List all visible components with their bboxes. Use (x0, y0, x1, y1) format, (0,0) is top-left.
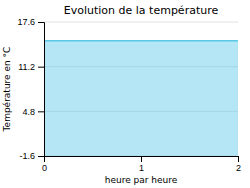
axis-line (45, 157, 239, 163)
tick-mark (38, 22, 44, 23)
tick: 1 (139, 156, 144, 173)
tick: 0 (42, 156, 47, 173)
tick-label: 2 (236, 163, 241, 173)
tick: 17.6 (17, 17, 44, 27)
tick-label: 4.8 (22, 107, 35, 117)
y-axis: -1.6 4.8 11.2 17.6 (17, 17, 44, 161)
tick-label: -1.6 (19, 151, 35, 161)
chart: 0 1 2 -1.6 4.8 11.2 17.6 Evolution de la tempér… (0, 0, 250, 188)
plot: 0 1 2 -1.6 4.8 11.2 17.6 (17, 17, 241, 173)
x-axis-title: heure par heure (105, 175, 178, 185)
grid (44, 22, 238, 156)
tick: 4.8 (22, 107, 44, 117)
x-axis: 0 1 2 (42, 156, 241, 173)
title: Evolution de la température (64, 4, 219, 17)
area (44, 41, 238, 156)
tick: 11.2 (18, 62, 44, 72)
tick-label: 1 (139, 163, 144, 173)
tick-label: 0 (42, 163, 47, 173)
tick-mark (38, 67, 44, 68)
axis-line (38, 23, 45, 157)
tick-mark (38, 156, 44, 157)
grid-line (44, 22, 238, 23)
tick: -1.6 (19, 151, 44, 161)
y-axis-title: Température en °C (2, 47, 12, 133)
tick-label: 11.2 (18, 62, 35, 72)
tick-label: 17.6 (17, 17, 35, 27)
marks (44, 41, 238, 156)
tick-mark (238, 156, 239, 162)
tick-mark (141, 156, 142, 162)
line (44, 40, 238, 42)
tick: 2 (236, 156, 241, 173)
tick-mark (38, 111, 44, 112)
